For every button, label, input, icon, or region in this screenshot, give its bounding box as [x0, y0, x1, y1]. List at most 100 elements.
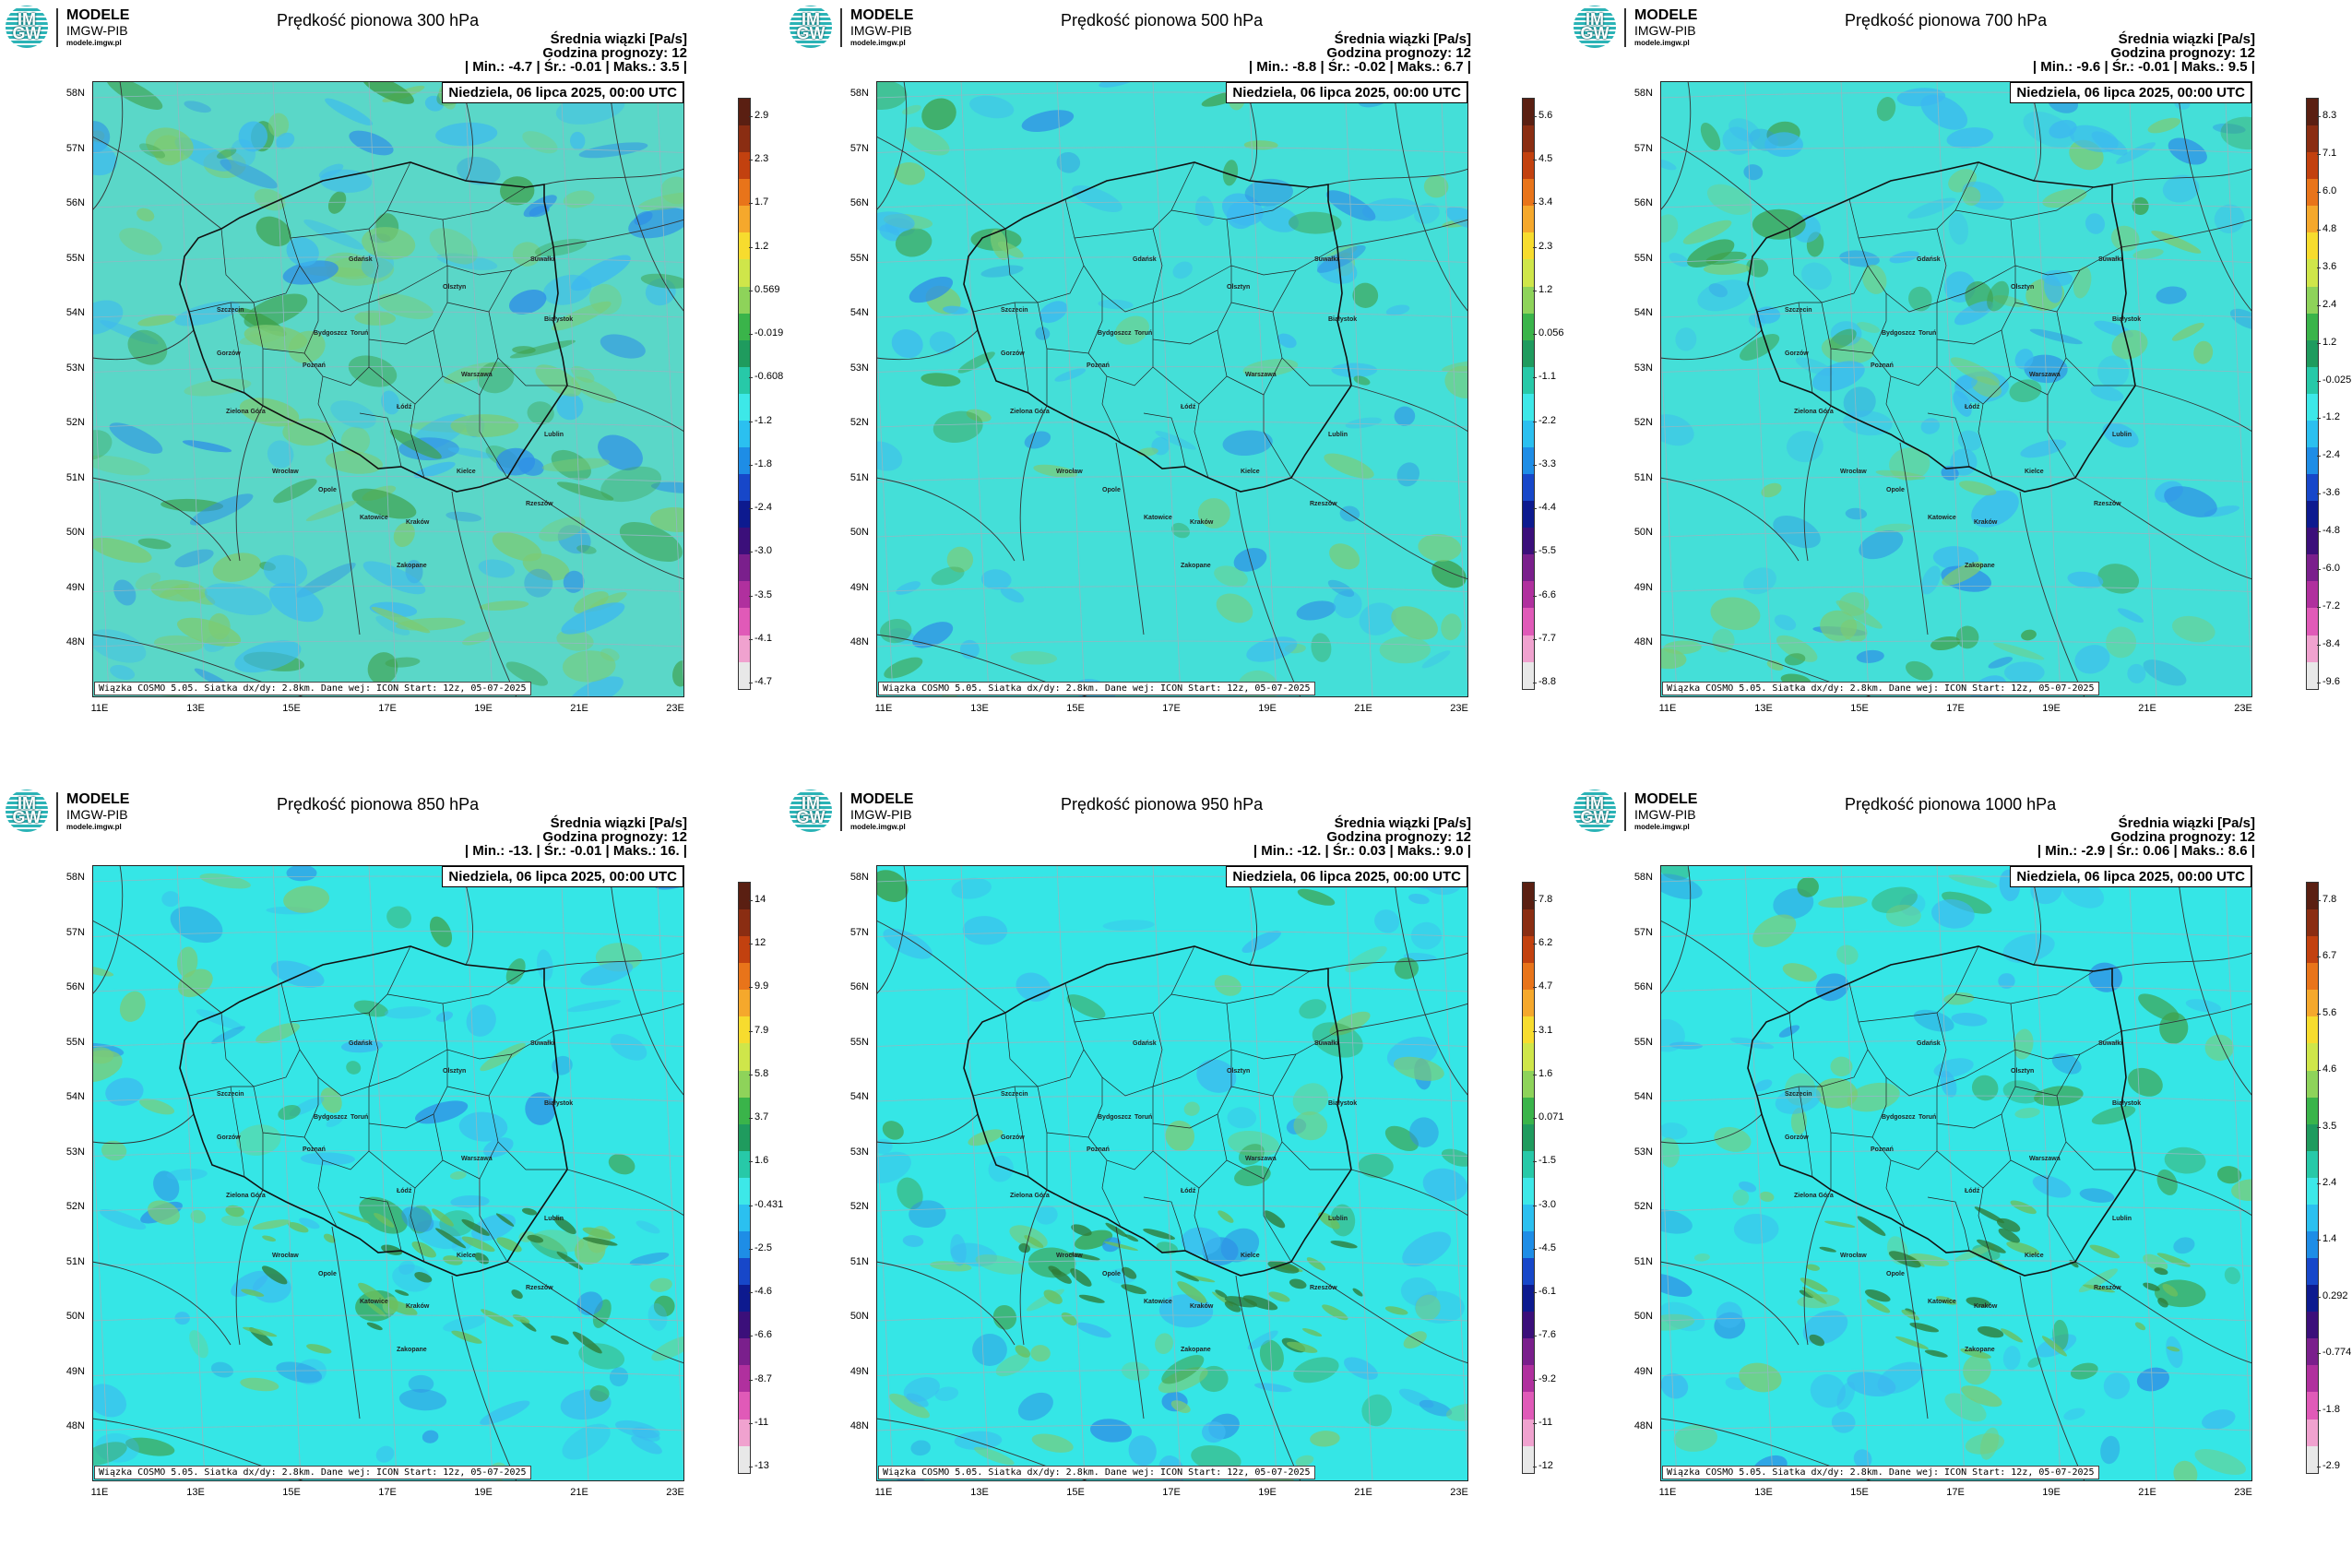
downdraft-patch — [2004, 661, 2045, 683]
colorbar — [1522, 98, 1535, 690]
city-label: Wrocław — [1056, 1253, 1083, 1259]
colorbar-step — [739, 1151, 750, 1178]
colorbar-label: -1.8 — [2322, 1404, 2340, 1415]
statistics-row: | Min.: -4.7 | Śr.: -0.01 | Maks.: 3.5 | — [465, 59, 687, 75]
statistics-row: | Min.: -8.8 | Śr.: -0.02 | Maks.: 6.7 | — [1249, 59, 1471, 75]
imgw-logo: IM GW MODELE IMGW-PIB modele.imgw.pl — [6, 790, 144, 836]
latitude-label: 55N — [48, 1037, 85, 1048]
colorbar-step — [739, 259, 750, 286]
city-label: Szczecin — [1001, 307, 1028, 314]
stat-separator-label: | — [680, 59, 687, 75]
colorbar-label: 5.8 — [754, 1068, 768, 1079]
model-info-footer: Wiązka COSMO 5.05. Siatka dx/dy: 2.8km. … — [1662, 682, 2099, 695]
logo-subtitle: IMGW-PIB — [1634, 807, 1696, 822]
valid-date-box: Niedziela, 06 lipca 2025, 00:00 UTC — [1226, 82, 1467, 103]
colorbar-label: 1.2 — [754, 241, 768, 252]
vertical-velocity-field-map — [876, 865, 1468, 1481]
valid-date-box: Niedziela, 06 lipca 2025, 00:00 UTC — [442, 866, 683, 887]
colorbar-step — [739, 501, 750, 528]
colorbar-step — [739, 1124, 750, 1151]
statistics-row: | Min.: -9.6 | Śr.: -0.01 | Maks.: 9.5 | — [2033, 59, 2255, 75]
city-label: Rzeszów — [1310, 501, 1337, 507]
longitude-label: 15E — [273, 703, 310, 714]
logo-title: MODELE — [66, 7, 129, 24]
city-label: Poznań — [1871, 1146, 1894, 1153]
longitude-label: 23E — [657, 1487, 694, 1498]
panel-title: Prędkość pionowa 300 hPa — [277, 11, 479, 30]
city-label: Bydgoszcz — [1882, 330, 1916, 337]
colorbar-tick — [2317, 1127, 2321, 1128]
longitude-label: 23E — [1441, 703, 1478, 714]
longitude-label: 21E — [2129, 703, 2166, 714]
valid-date-box: Niedziela, 06 lipca 2025, 00:00 UTC — [1226, 866, 1467, 887]
colorbar-label: -11 — [1538, 1417, 1552, 1428]
colorbar-step — [2307, 1338, 2318, 1365]
downdraft-patch — [287, 865, 317, 881]
latitude-label: 51N — [1616, 472, 1653, 483]
forecast-panel: IM GW MODELE IMGW-PIB modele.imgw.pl Prędkoś… — [1568, 0, 2352, 784]
colorbar-step — [739, 394, 750, 421]
colorbar-label: 5.6 — [2322, 1007, 2336, 1018]
colorbar-step — [2307, 1231, 2318, 1258]
stat-separator-label: | Maks.: — [2169, 59, 2227, 75]
city-label: Gdańsk — [349, 256, 373, 263]
colorbar-tick — [1533, 596, 1537, 597]
longitude-label: 17E — [1937, 1487, 1974, 1498]
colorbar-tick — [749, 1161, 753, 1162]
colorbar — [1522, 882, 1535, 1474]
colorbar-label: 3.1 — [1538, 1025, 1552, 1036]
colorbar-tick — [2317, 531, 2321, 532]
city-label: Bydgoszcz — [1882, 1114, 1916, 1121]
stat-separator-label: | Maks.: — [1385, 59, 1443, 75]
city-label: Rzeszów — [2094, 1285, 2121, 1291]
colorbar-label: 3.4 — [1538, 196, 1552, 208]
colorbar-step — [1523, 1178, 1534, 1205]
forecast-panel: IM GW MODELE IMGW-PIB modele.imgw.pl Prędkoś… — [1568, 784, 2352, 1568]
colorbar-step — [1523, 1124, 1534, 1151]
colorbar-tick — [1533, 1380, 1537, 1381]
city-label: Gorzów — [1785, 1134, 1809, 1141]
stat-separator-label: | Maks.: — [1385, 843, 1443, 859]
colorbar-label: 7.9 — [754, 1025, 768, 1036]
longitude-label: 21E — [561, 703, 598, 714]
colorbar-label: -4.4 — [1538, 502, 1556, 513]
city-label: Toruń — [1918, 1114, 1936, 1121]
colorbar-step — [2307, 447, 2318, 474]
longitude-label: 11E — [81, 703, 118, 714]
city-label: Lublin — [1328, 1216, 1348, 1222]
logo-letters: IM GW — [790, 13, 832, 41]
city-label: Suwałki — [2098, 1040, 2122, 1047]
city-label: Gdańsk — [1133, 1040, 1157, 1047]
city-label: Warszawa — [2029, 372, 2061, 378]
stat-separator-label: | Min.: — [2037, 843, 2082, 859]
colorbar-step — [2307, 1420, 2318, 1446]
colorbar-tick — [1533, 1249, 1537, 1250]
colorbar-step — [2307, 1258, 2318, 1285]
logo-separator — [840, 792, 842, 831]
city-label: Łódź — [397, 404, 411, 410]
city-label: Łódź — [397, 1188, 411, 1194]
colorbar-label: 7.8 — [2322, 894, 2336, 905]
city-label: Lublin — [2112, 1216, 2132, 1222]
city-label: Suwałki — [1314, 1040, 1338, 1047]
latitude-label: 52N — [832, 1201, 869, 1212]
map-area: Gdańsk Olsztyn Szczecin Białystok Bydgoszcz T… — [876, 865, 1468, 1481]
colorbar-step — [739, 125, 750, 152]
city-label: Toruń — [350, 1114, 368, 1121]
colorbar-tick — [2317, 1410, 2321, 1411]
colorbar-tick — [2317, 900, 2321, 901]
colorbar-step — [739, 152, 750, 179]
city-label: Opole — [318, 1271, 337, 1277]
colorbar-tick — [2317, 192, 2321, 193]
statistics-row: | Min.: -2.9 | Śr.: 0.06 | Maks.: 8.6 | — [2037, 843, 2255, 859]
city-label: Kielce — [1241, 469, 1260, 475]
city-label: Szczecin — [1785, 307, 1812, 314]
latitude-label: 56N — [1616, 981, 1653, 992]
colorbar-label: -2.5 — [754, 1242, 772, 1253]
latitude-label: 50N — [832, 1311, 869, 1322]
colorbar-label: -0.431 — [754, 1199, 783, 1210]
logo-separator — [1624, 8, 1626, 47]
colorbar-tick — [2317, 1183, 2321, 1184]
colorbar-label: -6.6 — [754, 1329, 772, 1340]
longitude-label: 13E — [1745, 1487, 1782, 1498]
